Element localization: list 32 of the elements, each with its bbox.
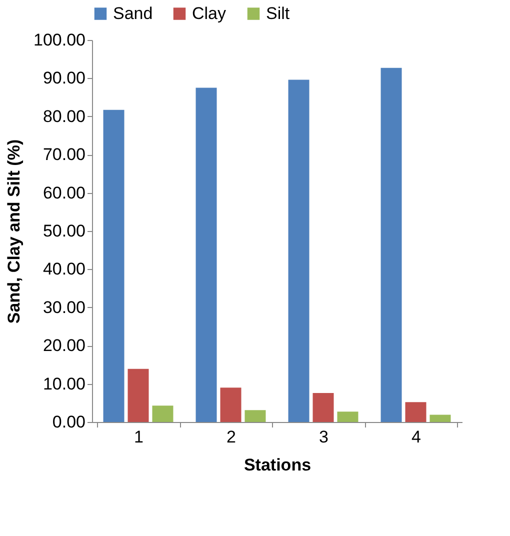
bar bbox=[128, 368, 149, 422]
bar bbox=[405, 402, 426, 422]
y-tick-label: 10.00 bbox=[42, 374, 86, 394]
x-tick-label: 3 bbox=[319, 428, 328, 446]
y-tick-label: 90.00 bbox=[42, 68, 86, 88]
y-tick-label: 70.00 bbox=[42, 145, 86, 164]
x-tick-label: 2 bbox=[226, 428, 236, 446]
y-tick-label: 80.00 bbox=[42, 106, 86, 126]
y-tick-label: 40.00 bbox=[42, 260, 86, 279]
x-tick-label: 1 bbox=[134, 428, 144, 446]
y-tick-label: 60.00 bbox=[42, 183, 86, 202]
bar bbox=[312, 392, 334, 422]
y-tick-label: 100.00 bbox=[34, 30, 86, 50]
y-axis-title: Sand, Clay and Silt (%) bbox=[4, 139, 24, 324]
bar bbox=[288, 80, 310, 422]
x-axis-title: Stations bbox=[244, 456, 312, 474]
bar bbox=[103, 110, 124, 422]
bar bbox=[430, 414, 451, 422]
bar bbox=[220, 388, 242, 422]
y-tick-label: 20.00 bbox=[42, 336, 86, 356]
legend-label: Clay bbox=[192, 4, 227, 23]
x-tick-label: 4 bbox=[412, 428, 421, 446]
y-tick-label: 50.00 bbox=[42, 222, 86, 240]
bar bbox=[337, 412, 358, 422]
bar bbox=[244, 410, 266, 422]
bar bbox=[196, 88, 217, 422]
y-tick-label: 30.00 bbox=[42, 298, 86, 317]
legend-label: Silt bbox=[266, 4, 290, 23]
bar bbox=[152, 406, 174, 422]
y-tick-label: 0.00 bbox=[52, 412, 86, 432]
bar bbox=[380, 68, 402, 422]
legend-label: Sand bbox=[113, 4, 153, 23]
